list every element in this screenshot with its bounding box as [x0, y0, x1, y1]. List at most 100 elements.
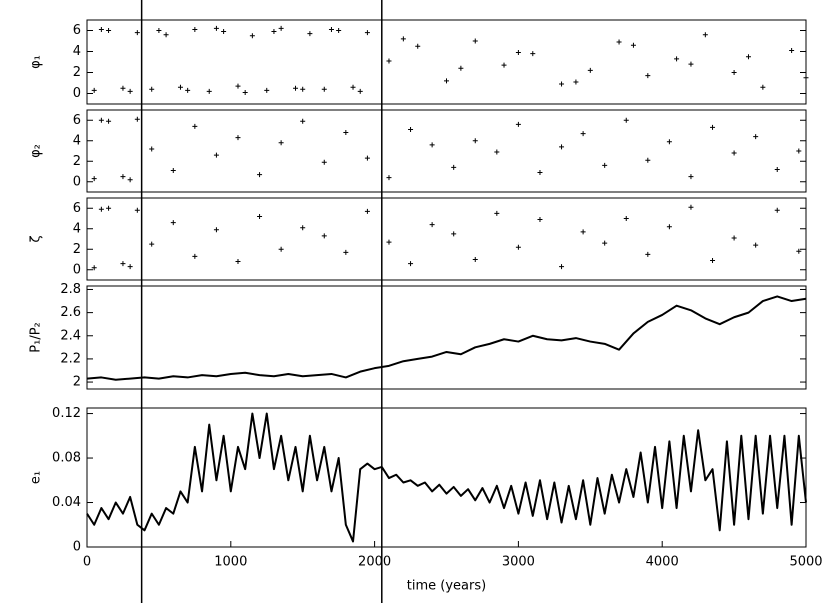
y-tick-label: 0.12	[52, 406, 81, 421]
point	[149, 241, 155, 247]
point	[408, 261, 414, 267]
point	[710, 124, 716, 130]
line	[86, 295, 807, 381]
point	[731, 235, 737, 241]
point	[515, 50, 521, 56]
y-tick-label: 4	[73, 221, 81, 236]
point	[688, 61, 694, 67]
point	[364, 30, 370, 36]
point	[688, 174, 694, 180]
point	[321, 159, 327, 165]
point	[501, 62, 507, 68]
y-axis-label: φ₁	[29, 55, 44, 69]
point	[616, 39, 622, 45]
point	[264, 87, 270, 93]
point	[537, 217, 543, 223]
point	[415, 43, 421, 49]
point	[213, 152, 219, 158]
point	[494, 210, 500, 216]
point	[106, 205, 112, 211]
panel-frame	[86, 407, 807, 548]
point	[221, 29, 227, 35]
y-tick-label: 2.6	[60, 305, 81, 320]
point	[149, 146, 155, 152]
x-tick-label: 4000	[646, 555, 679, 570]
point	[666, 224, 672, 230]
point	[257, 213, 263, 219]
point	[674, 56, 680, 62]
point	[300, 118, 306, 124]
point	[235, 259, 241, 265]
y-tick-label: 4	[73, 44, 81, 59]
point	[321, 86, 327, 92]
point	[789, 47, 795, 53]
point	[774, 207, 780, 213]
point	[803, 75, 809, 81]
point	[760, 84, 766, 90]
point	[623, 117, 629, 123]
point	[300, 86, 306, 92]
point	[293, 85, 299, 91]
line	[86, 412, 807, 543]
point	[343, 130, 349, 136]
point	[710, 258, 716, 264]
point	[429, 142, 435, 148]
point	[386, 239, 392, 245]
point	[400, 36, 406, 42]
point	[472, 257, 478, 262]
point	[134, 116, 140, 122]
point	[278, 140, 284, 146]
point	[537, 170, 543, 176]
point	[587, 67, 593, 73]
point	[458, 65, 464, 71]
y-tick-label: 0.04	[52, 495, 81, 510]
point	[192, 253, 198, 259]
point	[91, 87, 97, 93]
point	[364, 155, 370, 161]
point	[630, 42, 636, 48]
panel-frame	[86, 285, 807, 390]
point	[98, 26, 104, 32]
y-tick-label: 6	[73, 113, 81, 128]
point	[796, 148, 802, 154]
panel-frame	[86, 197, 807, 281]
y-tick-label: 2	[73, 65, 81, 80]
x-tick-label: 3000	[502, 555, 535, 570]
point	[192, 123, 198, 129]
panel-frame	[86, 109, 807, 193]
point	[745, 54, 751, 60]
point	[156, 28, 162, 33]
y-axis-label: ζ	[29, 235, 44, 242]
point	[559, 264, 565, 270]
point	[321, 233, 327, 239]
point	[235, 135, 241, 141]
y-tick-label: 4	[73, 133, 81, 148]
point	[602, 162, 608, 168]
point	[91, 265, 97, 271]
y-tick-label: 2	[73, 154, 81, 169]
point	[300, 225, 306, 231]
point	[645, 157, 651, 163]
point	[451, 164, 457, 170]
point	[774, 166, 780, 172]
point	[242, 89, 248, 95]
point	[213, 227, 219, 233]
point	[127, 177, 133, 183]
point	[602, 240, 608, 246]
point	[688, 204, 694, 210]
point	[645, 73, 651, 79]
point	[127, 88, 133, 94]
point	[98, 117, 104, 123]
point	[120, 174, 126, 180]
point	[573, 79, 579, 85]
point	[444, 78, 449, 84]
point	[408, 126, 414, 132]
point	[731, 150, 737, 156]
y-axis-label: e₁	[29, 471, 44, 484]
point	[451, 231, 457, 237]
x-tick-label: 0	[83, 555, 91, 570]
point	[559, 144, 565, 150]
point	[515, 244, 521, 250]
y-tick-label: 0	[73, 540, 81, 555]
point	[206, 88, 212, 94]
